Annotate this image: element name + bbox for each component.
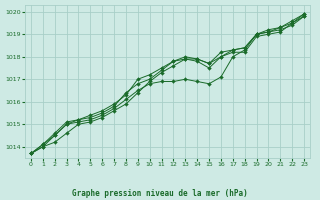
Text: Graphe pression niveau de la mer (hPa): Graphe pression niveau de la mer (hPa) bbox=[72, 189, 248, 198]
